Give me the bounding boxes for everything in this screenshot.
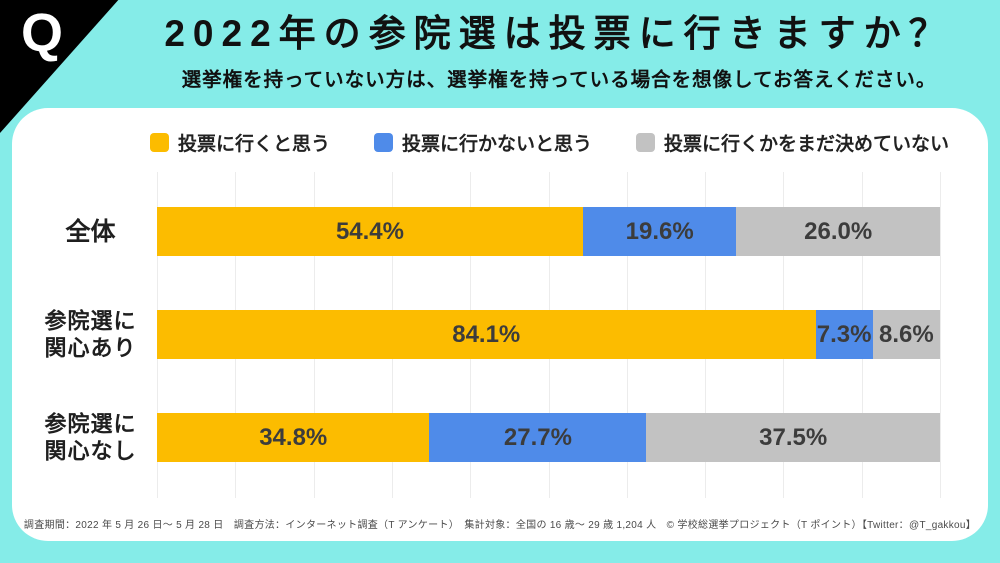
legend-swatch-icon: [636, 133, 656, 152]
legend-swatch-icon: [150, 133, 169, 152]
bar-segment: 26.0%: [736, 207, 940, 256]
legend-item: 投票に行くかをまだ決めていない: [636, 129, 949, 156]
legend: 投票に行くと思う 投票に行かないと思う 投票に行くかをまだ決めていない: [150, 129, 949, 156]
category-label-line: 関心あり: [44, 335, 137, 361]
footer-note: 調査期間：2022 年 5 月 26 日～ 5 月 28 日 調査方法：インター…: [23, 520, 977, 531]
bar-value-label: 7.3%: [816, 320, 872, 348]
legend-swatch-icon: [374, 133, 394, 152]
legend-label: 投票に行くと思う: [178, 134, 331, 155]
legend-label: 投票に行くかをまだ決めていない: [664, 134, 950, 155]
q-mark-icon: Q: [21, 3, 64, 63]
legend-item: 投票に行くと思う: [150, 129, 330, 156]
bar-value-label: 8.6%: [878, 320, 934, 348]
bar-value-label: 26.0%: [804, 217, 873, 245]
header: 2022年の参院選は投票に行きますか？ 選挙権を持っていない方は、選挙権を持って…: [118, 9, 1000, 92]
bar-segment: 54.4%: [157, 207, 583, 256]
page-subtitle: 選挙権を持っていない方は、選挙権を持っている場合を想像してお答えください。: [181, 68, 937, 91]
category-label-line: 参院選に: [44, 411, 137, 436]
bar-value-label: 19.6%: [625, 217, 694, 245]
bar-segment: 34.8%: [157, 413, 430, 462]
category-label: 参院選に 関心あり: [24, 307, 157, 362]
bar-value-label: 84.1%: [452, 320, 521, 348]
category-label: 全体: [24, 217, 157, 247]
stacked-bar: 84.1% 7.3% 8.6%: [157, 310, 940, 359]
legend-label: 投票に行かないと思う: [402, 134, 593, 155]
bar-segment: 37.5%: [646, 413, 940, 462]
chart-card: 投票に行くと思う 投票に行かないと思う 投票に行くかをまだ決めていない 全体 54.4…: [12, 108, 988, 541]
bar-segment: 7.3%: [815, 310, 873, 359]
bar-value-label: 27.7%: [503, 423, 572, 451]
bar-value-label: 54.4%: [335, 217, 404, 245]
bar-segment: 19.6%: [582, 207, 737, 256]
stacked-bar: 54.4% 19.6% 26.0%: [157, 207, 940, 256]
category-label-line: 全体: [65, 217, 116, 246]
bar-value-label: 34.8%: [259, 423, 328, 451]
bar-segment: 8.6%: [872, 310, 940, 359]
bar-segment: 84.1%: [157, 310, 816, 359]
gridline: [940, 172, 941, 498]
category-label-line: 関心なし: [44, 438, 137, 464]
page-title: 2022年の参院選は投票に行きますか？: [164, 13, 954, 54]
bar-segment: 27.7%: [429, 413, 647, 462]
legend-item: 投票に行かないと思う: [374, 129, 592, 156]
category-label: 参院選に 関心なし: [24, 410, 157, 465]
category-label-line: 参院選に: [44, 308, 137, 333]
stacked-bar: 34.8% 27.7% 37.5%: [157, 413, 940, 462]
bar-value-label: 37.5%: [759, 423, 828, 451]
